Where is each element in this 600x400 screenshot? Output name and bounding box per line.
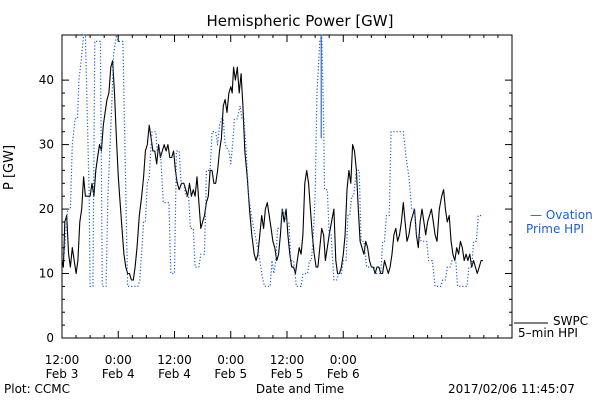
series-swpc-5-min-hpi: [61, 60, 483, 281]
x-tick-label-date: Feb 6: [327, 367, 360, 381]
plot-border: [61, 34, 513, 339]
x-tick-label-time: 12:00: [270, 353, 305, 367]
legend-swpc-line1: SWPC: [553, 314, 589, 328]
y-axis-label: P [GW]: [2, 144, 17, 190]
y-tick-label: 40: [39, 73, 54, 87]
x-tick-label-date: Feb 5: [271, 367, 304, 381]
x-axis-label: Date and Time: [255, 382, 345, 396]
series-ovation-prime-hpi: [62, 34, 483, 287]
legend-ovation-line1: — Ovation: [530, 208, 593, 222]
y-tick-label: 0: [46, 331, 54, 345]
x-tick-label-date: Feb 3: [46, 367, 79, 381]
legend-swpc-line2: 5–min HPI: [518, 326, 578, 340]
x-tick-label-time: 0:00: [217, 353, 244, 367]
legend-ovation-line2: Prime HPI: [526, 222, 584, 236]
x-tick-label-time: 12:00: [45, 353, 80, 367]
plot-frame: [61, 34, 513, 339]
y-tick-label: 20: [39, 202, 54, 216]
x-tick-label-time: 12:00: [157, 353, 192, 367]
y-tick-label: 30: [39, 138, 54, 152]
x-tick-label-time: 0:00: [105, 353, 132, 367]
x-tick-label-time: 0:00: [330, 353, 357, 367]
x-tick-label-date: Feb 4: [102, 367, 135, 381]
x-tick-label-date: Feb 5: [214, 367, 247, 381]
chart-title: Hemispheric Power [GW]: [206, 12, 394, 30]
plot-timestamp: 2017/02/06 11:45:07: [448, 382, 575, 396]
series-layer: [61, 34, 483, 287]
plot-credit: Plot: CCMC: [4, 382, 70, 396]
x-tick-label-date: Feb 4: [158, 367, 191, 381]
y-axis-ticks: 0 10 20 30 40: [39, 73, 512, 345]
y-tick-label: 10: [39, 267, 54, 281]
